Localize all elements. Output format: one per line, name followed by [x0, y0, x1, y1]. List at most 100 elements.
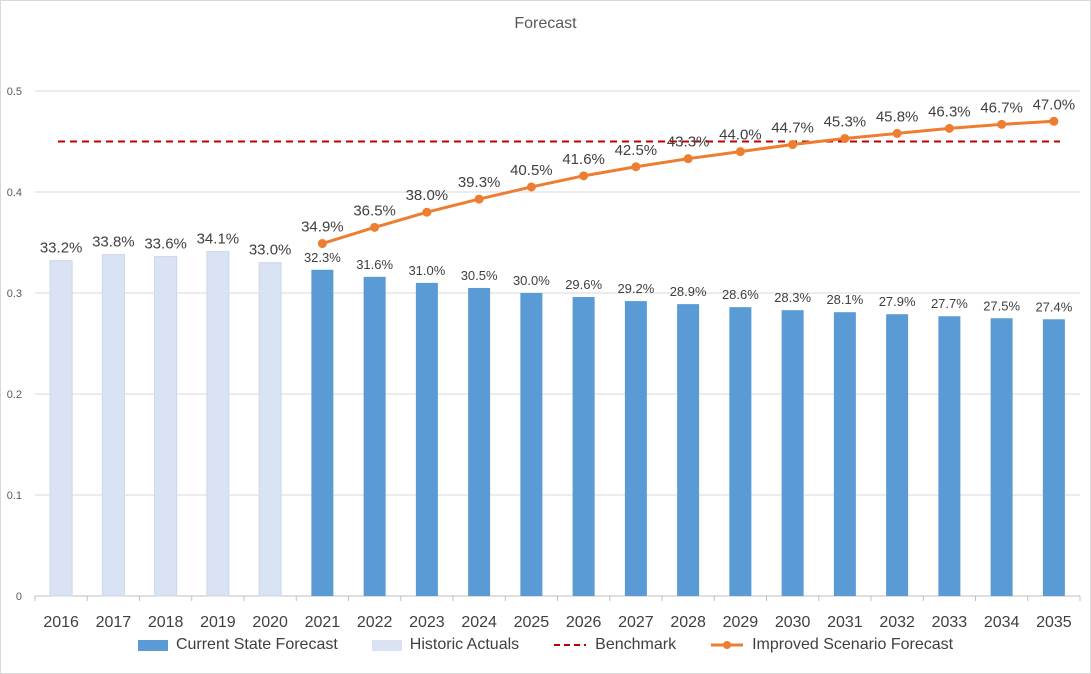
x-tick-label: 2019 [200, 614, 236, 631]
legend-label-benchmark: Benchmark [595, 636, 677, 653]
current-state-bar [520, 293, 543, 596]
current-state-data-label: 31.0% [408, 263, 445, 278]
x-tick-label: 2017 [96, 614, 132, 631]
y-tick-label: 0.1 [7, 490, 22, 502]
legend-label-improved-scenario: Improved Scenario Forecast [752, 636, 954, 653]
improved-scenario-point [840, 133, 850, 143]
current-state-bar [938, 316, 961, 596]
improved-scenario-point [1049, 116, 1059, 126]
x-tick-label: 2030 [775, 614, 811, 631]
improved-scenario-data-label: 44.0% [719, 127, 762, 144]
x-tick-label: 2024 [461, 614, 497, 631]
current-state-data-label: 28.9% [670, 284, 707, 299]
x-tick-label: 2032 [879, 614, 915, 631]
historic-actuals-data-label: 33.6% [144, 236, 187, 253]
legend-item-improved-scenario: Improved Scenario Forecast [710, 636, 953, 654]
improved-scenario-data-label: 40.5% [510, 162, 553, 179]
x-tick-label: 2022 [357, 614, 393, 631]
current-state-bar [1042, 319, 1065, 596]
historic-actuals-data-label: 33.0% [249, 242, 292, 259]
improved-scenario-data-label: 41.6% [562, 151, 605, 168]
improved-scenario-point [317, 239, 327, 249]
current-state-data-label: 31.6% [356, 257, 393, 272]
y-tick-label: 0 [16, 591, 22, 603]
improved-scenario-data-label: 46.7% [980, 99, 1023, 116]
current-state-data-label: 30.5% [461, 268, 498, 283]
current-state-bar [572, 297, 595, 596]
improved-scenario-data-label: 45.3% [824, 113, 867, 130]
current-state-bar [677, 304, 700, 596]
historic-actuals-bar [154, 256, 178, 597]
historic-actuals-data-label: 34.1% [197, 231, 240, 248]
current-state-bar [990, 318, 1013, 596]
legend-swatch-benchmark [554, 644, 587, 646]
y-tick-label: 0.4 [7, 187, 22, 199]
current-state-data-label: 28.6% [722, 287, 759, 302]
legend-item-benchmark: Benchmark [553, 636, 676, 654]
historic-actuals-bar [49, 260, 73, 597]
x-tick-label: 2027 [618, 614, 654, 631]
improved-scenario-point [422, 207, 432, 217]
improved-scenario-data-label: 38.0% [406, 187, 449, 204]
improved-scenario-data-label: 39.3% [458, 174, 501, 191]
improved-scenario-point [474, 194, 484, 204]
current-state-data-label: 30.0% [513, 273, 550, 288]
y-tick-label: 0.5 [7, 86, 22, 98]
improved-scenario-data-label: 46.3% [928, 103, 971, 120]
historic-actuals-bar [101, 254, 125, 597]
legend-swatch-historic-actuals [371, 639, 402, 651]
current-state-bar [468, 287, 491, 596]
x-tick-label: 2026 [566, 614, 602, 631]
improved-scenario-point [892, 128, 902, 138]
current-state-bar [781, 310, 804, 596]
current-state-data-label: 27.9% [879, 294, 916, 309]
x-tick-label: 2020 [252, 614, 288, 631]
historic-actuals-bar [258, 262, 282, 597]
improved-scenario-point [997, 119, 1007, 129]
legend-label-current-state: Current State Forecast [175, 636, 338, 653]
x-tick-label: 2033 [932, 614, 968, 631]
x-tick-label: 2018 [148, 614, 184, 631]
y-tick-label: 0.3 [7, 288, 22, 300]
improved-scenario-data-label: 44.7% [771, 120, 814, 137]
improved-scenario-point [788, 140, 798, 150]
x-tick-label: 2028 [670, 614, 706, 631]
current-state-data-label: 27.4% [1035, 299, 1072, 314]
current-state-bar [311, 269, 334, 596]
legend: Current State Forecast Historic Actuals … [0, 636, 1091, 654]
improved-scenario-point [735, 147, 745, 157]
y-tick-label: 0.2 [7, 389, 22, 401]
legend-item-current-state: Current State Forecast [137, 636, 338, 654]
x-tick-label: 2034 [984, 614, 1020, 631]
x-tick-label: 2031 [827, 614, 863, 631]
x-tick-label: 2029 [723, 614, 759, 631]
x-tick-label: 2035 [1036, 614, 1072, 631]
current-state-data-label: 29.2% [617, 281, 654, 296]
current-state-data-label: 29.6% [565, 277, 602, 292]
historic-actuals-bar [206, 251, 230, 597]
historic-actuals-data-label: 33.8% [92, 234, 135, 251]
x-tick-label: 2021 [305, 614, 341, 631]
current-state-bar [363, 276, 386, 596]
current-state-bar [415, 282, 438, 596]
current-state-data-label: 27.5% [983, 298, 1020, 313]
current-state-bar [729, 307, 752, 596]
current-state-data-label: 28.1% [826, 292, 863, 307]
improved-scenario-data-label: 36.5% [353, 202, 396, 219]
historic-actuals-data-label: 33.2% [40, 240, 83, 257]
current-state-bar [624, 301, 647, 596]
improved-scenario-point [579, 171, 589, 181]
current-state-data-label: 27.7% [931, 296, 968, 311]
legend-swatch-current-state [137, 639, 168, 651]
x-tick-label: 2025 [514, 614, 550, 631]
chart-title: Forecast [514, 15, 577, 32]
legend-label-historic-actuals: Historic Actuals [409, 636, 520, 653]
current-state-data-label: 28.3% [774, 290, 811, 305]
improved-scenario-point [944, 123, 954, 133]
current-state-bar [886, 314, 909, 596]
improved-scenario-data-label: 43.3% [667, 134, 710, 151]
improved-scenario-data-label: 42.5% [615, 142, 658, 159]
current-state-bar [833, 312, 856, 596]
improved-scenario-data-label: 47.0% [1033, 96, 1076, 113]
